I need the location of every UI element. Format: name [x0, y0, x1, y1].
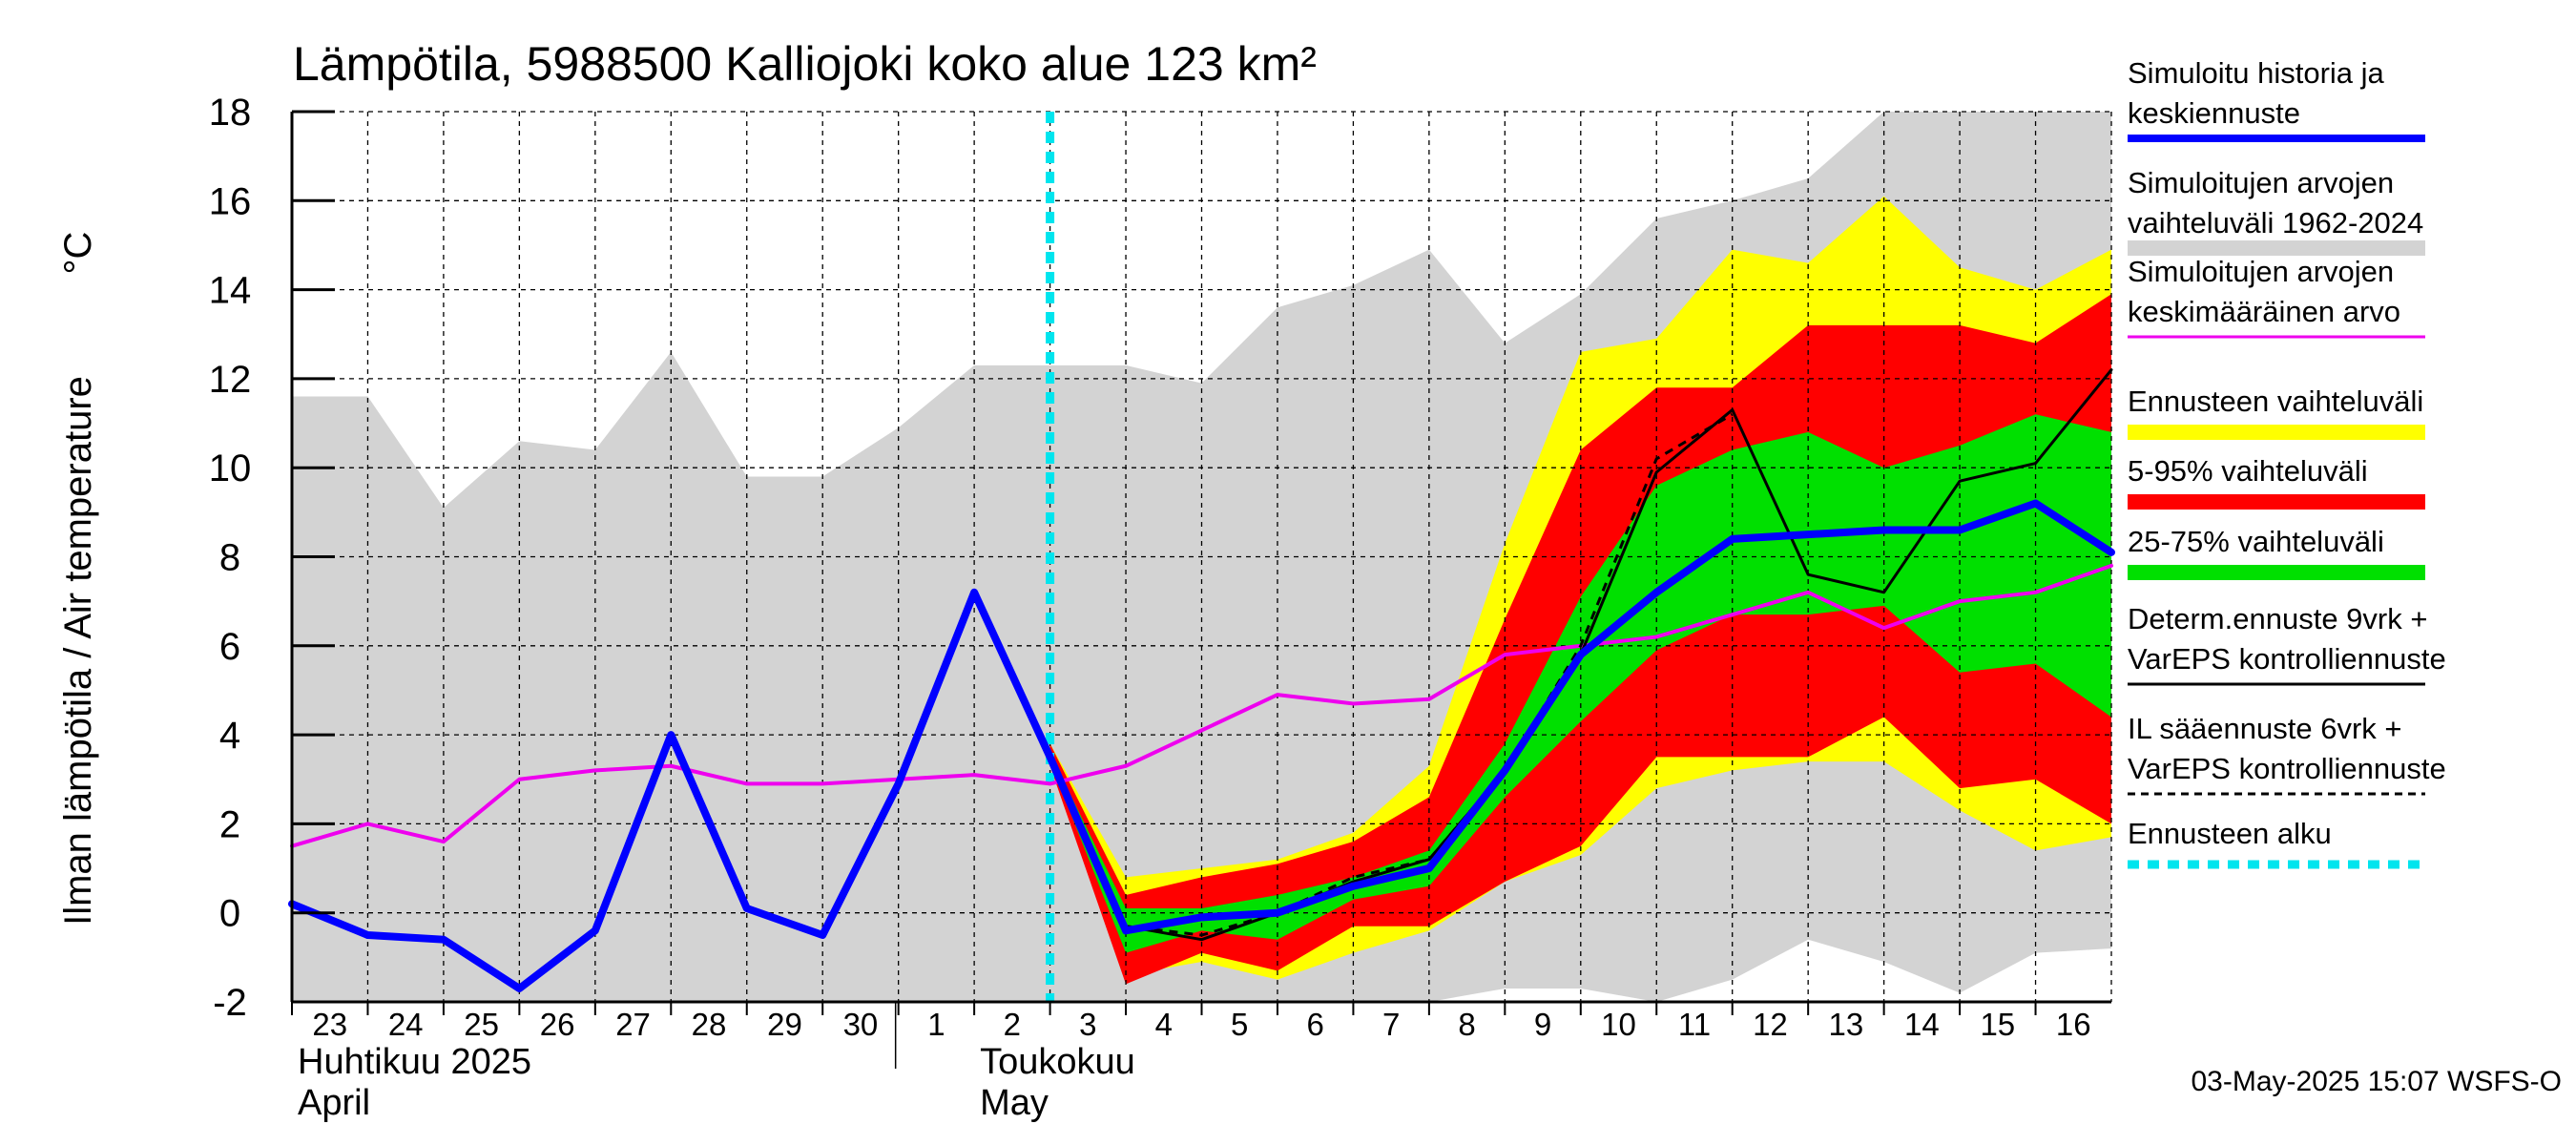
y-axis-unit: °C	[57, 232, 99, 275]
legend-label-line1: Determ.ennuste 9vrk +	[2128, 602, 2427, 635]
x-tick-label: 2	[1004, 1007, 1021, 1042]
legend-label-line1: 5-95% vaihteluväli	[2128, 454, 2368, 488]
chart-title: Lämpötila, 5988500 Kalliojoki koko alue …	[293, 37, 1317, 91]
y-axis-label-text: Ilman lämpötila / Air temperature	[57, 376, 99, 926]
x-tick-label: 29	[767, 1007, 802, 1042]
legend-label-line2: vaihteluväli 1962-2024	[2128, 206, 2423, 239]
y-tick-label: -2	[213, 982, 247, 1024]
legend-label-line1: IL sääennuste 6vrk +	[2128, 712, 2402, 745]
x-tick-label: 12	[1753, 1007, 1788, 1042]
x-tick-label: 11	[1678, 1007, 1711, 1042]
y-tick-label: 18	[209, 92, 252, 134]
x-tick-label: 28	[692, 1007, 727, 1042]
legend-label-line1: Simuloitujen arvojen	[2128, 255, 2394, 288]
series-line-4	[290, 563, 2113, 848]
legend-label-line1: Simuloitu historia ja	[2128, 56, 2385, 90]
x-tick-label: 26	[540, 1007, 575, 1042]
timestamp: 03-May-2025 15:07 WSFS-O	[2192, 1066, 2563, 1097]
legend-label-line1: 25-75% vaihteluväli	[2128, 525, 2384, 558]
x-tick-label: 10	[1601, 1007, 1636, 1042]
legend-label-line2: VarEPS kontrolliennuste	[2128, 752, 2446, 785]
y-tick-label: 8	[219, 537, 240, 579]
y-tick-label: 12	[209, 359, 252, 401]
legend-label-line1: Simuloitujen arvojen	[2128, 166, 2394, 199]
x-tick-label: 6	[1307, 1007, 1324, 1042]
y-tick-label: 10	[209, 448, 252, 489]
x-tick-label: 7	[1382, 1007, 1400, 1042]
x-tick-label: 1	[927, 1007, 945, 1042]
legend-label-line1: Ennusteen alku	[2128, 817, 2332, 850]
legend-label-line1: Ennusteen vaihteluväli	[2128, 385, 2423, 418]
y-tick-label: 0	[219, 893, 240, 935]
x-tick-label: 4	[1155, 1007, 1173, 1042]
y-axis-label: Ilman lämpötila / Air temperature °C	[57, 232, 99, 926]
legend-label-line2: keskimääräinen arvo	[2128, 295, 2400, 328]
x-tick-label: 27	[615, 1007, 651, 1042]
month-label-fi: Huhtikuu 2025	[298, 1042, 531, 1082]
y-tick-label: 16	[209, 180, 252, 222]
line-layer	[288, 112, 2115, 1002]
legend-label-line2: keskiennuste	[2128, 96, 2300, 130]
month-label-fi: Toukokuu	[980, 1042, 1135, 1082]
x-tick-label: 13	[1829, 1007, 1864, 1042]
x-tick-label: 8	[1458, 1007, 1475, 1042]
x-tick-label: 14	[1904, 1007, 1940, 1042]
y-tick-label: 14	[209, 270, 252, 312]
x-tick-label: 3	[1079, 1007, 1096, 1042]
series-line-5	[1049, 412, 1734, 937]
x-tick-label: 24	[388, 1007, 424, 1042]
month-label-en: April	[298, 1083, 370, 1123]
x-tick-label: 23	[312, 1007, 347, 1042]
legend: Simuloitu historia ja keskiennuste Simuloi…	[2128, 56, 2446, 869]
x-tick-label: 16	[2056, 1007, 2091, 1042]
x-tick-label: 25	[464, 1007, 499, 1042]
series-line-7	[288, 499, 2115, 993]
month-label-en: May	[980, 1083, 1049, 1123]
y-tick-label: 2	[219, 803, 240, 845]
legend-label-line2: VarEPS kontrolliennuste	[2128, 642, 2446, 676]
x-tick-label: 9	[1534, 1007, 1551, 1042]
x-tick-label: 5	[1231, 1007, 1248, 1042]
y-tick-label: 4	[219, 715, 240, 757]
x-tick-label: 15	[1980, 1007, 2015, 1042]
band-area-3	[1049, 414, 2111, 953]
x-tick-label: 30	[843, 1007, 879, 1042]
y-tick-label: 6	[219, 626, 240, 668]
